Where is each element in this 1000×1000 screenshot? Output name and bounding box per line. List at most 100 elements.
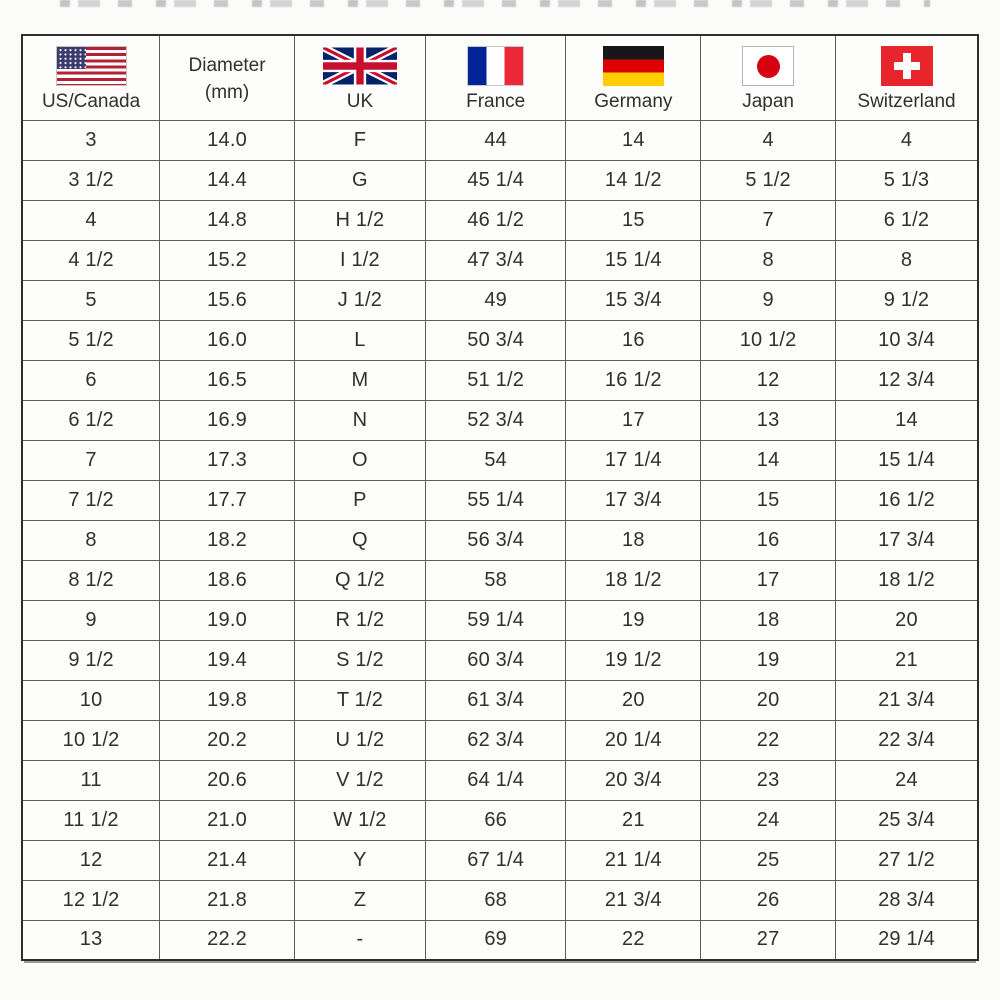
size-cell: 19.0 bbox=[159, 599, 295, 641]
switzerland-flag-icon bbox=[880, 46, 933, 87]
header-row: US/Canada Diameter (mm) bbox=[21, 34, 979, 121]
size-cell: V 1/2 bbox=[293, 759, 426, 801]
size-cell: 21 3/4 bbox=[835, 679, 979, 721]
uk-flag-icon bbox=[322, 46, 397, 86]
column-sublabel: (mm) bbox=[204, 82, 250, 104]
size-cell: 26 bbox=[700, 879, 836, 921]
size-cell: 22 bbox=[700, 719, 836, 761]
size-cell: 61 3/4 bbox=[424, 679, 567, 721]
size-cell: - bbox=[293, 919, 426, 961]
size-cell: 20.2 bbox=[159, 719, 295, 761]
size-cell: 8 1/2 bbox=[21, 559, 161, 601]
size-cell: 17.7 bbox=[159, 479, 295, 521]
size-cell: 12 bbox=[21, 839, 161, 881]
size-cell: 22 3/4 bbox=[835, 719, 979, 761]
size-cell: 14 bbox=[700, 439, 836, 481]
size-cell: 4 bbox=[700, 119, 836, 161]
size-cell: 15 bbox=[565, 199, 702, 241]
size-cell: 51 1/2 bbox=[424, 359, 567, 401]
table-row: 3 14.0 F 44 14 4 4 bbox=[21, 119, 979, 161]
size-cell: N bbox=[293, 399, 426, 441]
size-cell: 16 bbox=[565, 319, 702, 361]
size-cell: 4 1/2 bbox=[21, 239, 161, 281]
size-cell: 62 3/4 bbox=[424, 719, 567, 761]
size-cell: 16 1/2 bbox=[565, 359, 702, 401]
size-cell: 17.3 bbox=[159, 439, 295, 481]
size-cell: 19.4 bbox=[159, 639, 295, 681]
size-cell: T 1/2 bbox=[293, 679, 426, 721]
size-cell: G bbox=[293, 159, 426, 201]
size-cell: 20 bbox=[565, 679, 702, 721]
size-cell: 66 bbox=[424, 799, 567, 841]
size-cell: 18 1/2 bbox=[835, 559, 979, 601]
size-cell: 18 bbox=[700, 599, 836, 641]
size-cell: 21 3/4 bbox=[565, 879, 702, 921]
size-cell: 25 3/4 bbox=[835, 799, 979, 841]
column-header-uk: UK bbox=[293, 34, 426, 121]
size-cell: 12 bbox=[700, 359, 836, 401]
size-cell: 20 1/4 bbox=[565, 719, 702, 761]
size-cell: 11 1/2 bbox=[21, 799, 161, 841]
size-cell: 20 bbox=[700, 679, 836, 721]
size-cell: 13 bbox=[700, 399, 836, 441]
size-cell: 3 bbox=[21, 119, 161, 161]
table-row: 9 19.0 R 1/2 59 1/4 19 18 20 bbox=[21, 599, 979, 641]
size-cell: 29 1/4 bbox=[835, 919, 979, 961]
size-cell: 4 bbox=[835, 119, 979, 161]
size-cell: Z bbox=[293, 879, 426, 921]
size-cell: 10 3/4 bbox=[835, 319, 979, 361]
column-header-switzerland: Switzerland bbox=[835, 34, 979, 121]
size-cell: H 1/2 bbox=[293, 199, 426, 241]
table-body: 3 14.0 F 44 14 4 4 3 1/2 14.4 G 45 1/4 14 1/2 5 1/2 5… bbox=[21, 119, 979, 961]
table-row: 3 1/2 14.4 G 45 1/4 14 1/2 5 1/2 5 1/3 bbox=[21, 159, 979, 201]
column-label: Switzerland bbox=[857, 91, 956, 113]
size-cell: O bbox=[293, 439, 426, 481]
table-row: 12 21.4 Y 67 1/4 21 1/4 25 27 1/2 bbox=[21, 839, 979, 881]
size-cell: 55 1/4 bbox=[424, 479, 567, 521]
size-cell: 21 bbox=[835, 639, 979, 681]
size-cell: 9 bbox=[700, 279, 836, 321]
size-cell: 68 bbox=[424, 879, 567, 921]
size-cell: 17 3/4 bbox=[835, 519, 979, 561]
size-cell: 16.0 bbox=[159, 319, 295, 361]
size-cell: 67 1/4 bbox=[424, 839, 567, 881]
size-cell: 14.0 bbox=[159, 119, 295, 161]
table-row: 11 20.6 V 1/2 64 1/4 20 3/4 23 24 bbox=[21, 759, 979, 801]
table-row: 8 18.2 Q 56 3/4 18 16 17 3/4 bbox=[21, 519, 979, 561]
france-flag-icon bbox=[467, 46, 525, 87]
size-cell: 12 1/2 bbox=[21, 879, 161, 921]
column-header-us-canada: US/Canada bbox=[21, 34, 161, 121]
size-cell: 6 1/2 bbox=[21, 399, 161, 441]
size-cell: W 1/2 bbox=[293, 799, 426, 841]
size-cell: 4 bbox=[21, 199, 161, 241]
size-cell: 21.8 bbox=[159, 879, 295, 921]
japan-flag-icon bbox=[742, 46, 795, 87]
size-cell: 5 1/2 bbox=[700, 159, 836, 201]
size-cell: 16.9 bbox=[159, 399, 295, 441]
column-header-france: France bbox=[424, 34, 567, 121]
size-cell: 46 1/2 bbox=[424, 199, 567, 241]
size-cell: 45 1/4 bbox=[424, 159, 567, 201]
size-cell: 60 3/4 bbox=[424, 639, 567, 681]
size-cell: 8 bbox=[835, 239, 979, 281]
size-cell: 7 bbox=[21, 439, 161, 481]
size-cell: F bbox=[293, 119, 426, 161]
size-cell: 69 bbox=[424, 919, 567, 961]
size-cell: 14 bbox=[835, 399, 979, 441]
column-label: France bbox=[466, 91, 526, 113]
size-cell: Q 1/2 bbox=[293, 559, 426, 601]
size-cell: 19 1/2 bbox=[565, 639, 702, 681]
column-header-germany: Germany bbox=[565, 34, 702, 121]
size-cell: 20 3/4 bbox=[565, 759, 702, 801]
size-cell: 21.0 bbox=[159, 799, 295, 841]
size-cell: L bbox=[293, 319, 426, 361]
ring-size-conversion-table: US/Canada Diameter (mm) bbox=[21, 34, 979, 961]
table-row: 6 16.5 M 51 1/2 16 1/2 12 12 3/4 bbox=[21, 359, 979, 401]
column-label: Japan bbox=[742, 91, 794, 113]
size-cell: 64 1/4 bbox=[424, 759, 567, 801]
size-cell: 19 bbox=[700, 639, 836, 681]
size-cell: 17 bbox=[700, 559, 836, 601]
table-row: 7 1/2 17.7 P 55 1/4 17 3/4 15 16 1/2 bbox=[21, 479, 979, 521]
size-cell: 20 bbox=[835, 599, 979, 641]
size-cell: 54 bbox=[424, 439, 567, 481]
